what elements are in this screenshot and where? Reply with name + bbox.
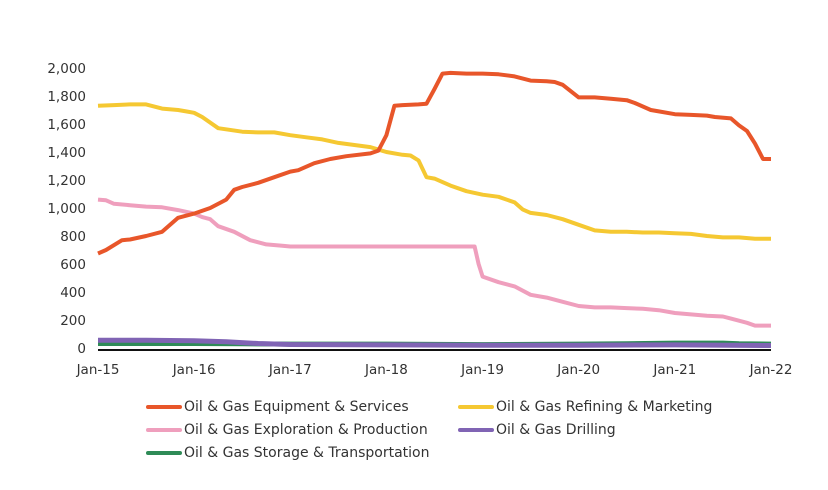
legend-label: Oil & Gas Equipment & Services [184, 399, 409, 415]
legend-item-equipment-services[interactable]: Oil & Gas Equipment & Services [146, 396, 409, 418]
series-lines [97, 70, 772, 348]
x-tick-label: Jan-20 [556, 362, 600, 378]
x-tick-label: Jan-22 [749, 362, 793, 378]
x-tick-label: Jan-15 [76, 362, 120, 378]
legend-label: Oil & Gas Storage & Transportation [184, 445, 430, 461]
series-line-exploration-production [97, 197, 771, 328]
legend-item-exploration-production[interactable]: Oil & Gas Exploration & Production [146, 419, 428, 441]
legend-swatch-exploration-production [146, 428, 182, 432]
y-tick-label: 1,800 [47, 89, 86, 105]
x-tick-label: Jan-18 [364, 362, 408, 378]
legend-item-drilling[interactable]: Oil & Gas Drilling [458, 419, 616, 441]
legend-swatch-equipment-services [146, 405, 182, 409]
y-tick-label: 1,400 [47, 145, 86, 161]
x-tick-label: Jan-21 [652, 362, 696, 378]
x-axis: Jan-15 Jan-16 Jan-17 Jan-18 Jan-19 Jan-20 Jan-… [76, 362, 793, 378]
x-tick-label: Jan-17 [268, 362, 312, 378]
y-tick-label: 1,000 [47, 201, 86, 217]
x-tick-label: Jan-16 [172, 362, 216, 378]
legend-item-refining-marketing[interactable]: Oil & Gas Refining & Marketing [458, 396, 712, 418]
legend-label: Oil & Gas Exploration & Production [184, 422, 428, 438]
y-tick-label: 1,600 [47, 117, 86, 133]
series-line-drilling [98, 337, 772, 348]
legend-item-storage-transportation[interactable]: Oil & Gas Storage & Transportation [146, 442, 429, 464]
x-tick-label: Jan-19 [460, 362, 504, 378]
y-tick-label: 800 [60, 229, 86, 245]
legend-swatch-drilling [458, 428, 494, 432]
legend-swatch-storage-transportation [146, 451, 182, 455]
series-line-equipment-services [97, 70, 771, 256]
legend-label: Oil & Gas Refining & Marketing [496, 399, 713, 415]
y-tick-label: 200 [60, 313, 86, 329]
y-tick-label: 0 [77, 341, 86, 357]
series-line-refining-marketing [97, 102, 771, 241]
y-tick-label: 600 [60, 257, 86, 273]
y-tick-label: 2,000 [47, 61, 86, 77]
y-tick-label: 400 [60, 285, 86, 301]
legend-swatch-refining-marketing [458, 405, 494, 409]
y-tick-label: 1,200 [47, 173, 86, 189]
legend-label: Oil & Gas Drilling [496, 422, 616, 438]
y-axis: 0 200 400 600 800 1,000 1,200 1,400 1,600 1,800 2,… [47, 61, 86, 357]
